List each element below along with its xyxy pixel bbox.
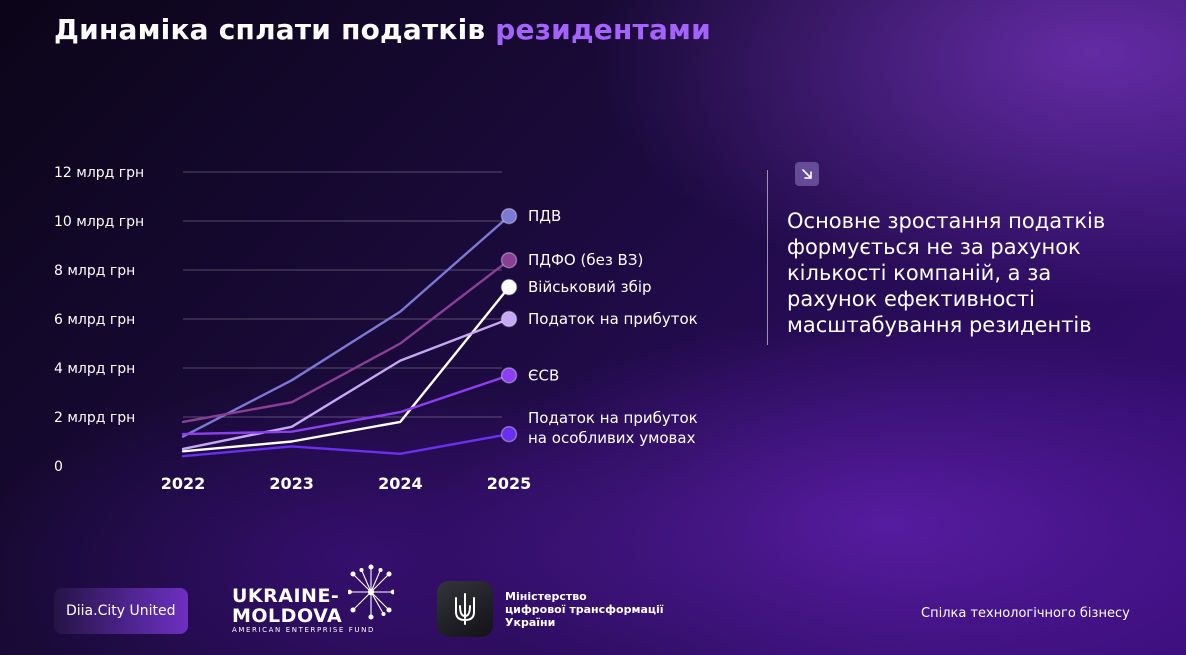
x-axis-ticks: 2022 2023 2024 2025	[161, 474, 532, 493]
page-title: Динаміка сплати податків резидентами	[54, 13, 711, 46]
series-lines	[181, 207, 518, 458]
y-tick-label: 10 млрд грн	[54, 214, 144, 230]
series-line	[181, 432, 511, 458]
series-end-marker	[500, 278, 518, 296]
y-tick-label: 12 млрд грн	[54, 165, 144, 181]
ministry-label: Міністерство цифрової трансформації Укра…	[505, 590, 664, 629]
dandelion-icon	[348, 564, 394, 620]
series-label: Податок на прибуток	[528, 409, 698, 427]
series-label: Податок на прибуток	[528, 310, 698, 328]
insight-divider	[767, 170, 768, 345]
series-line	[181, 259, 511, 424]
tech-business-union-label: Спілка технологічного бізнесу	[921, 606, 1130, 621]
series-line	[181, 317, 511, 451]
series-line	[181, 374, 511, 436]
series-label: на особливих умовах	[528, 429, 696, 447]
y-tick-label: 0	[54, 459, 63, 475]
title-main: Динаміка сплати податків	[54, 13, 486, 46]
y-tick-label: 8 млрд грн	[54, 263, 135, 279]
ukraine-moldova-subtitle: AMERICAN ENTERPRISE FUND	[232, 626, 375, 634]
insight-text: Основне зростання податків формується не…	[787, 209, 1106, 337]
arrow-down-right-icon	[795, 162, 819, 186]
series-label: ЄСВ	[528, 366, 559, 384]
y-tick-label: 2 млрд грн	[54, 410, 135, 426]
x-tick-label: 2022	[161, 474, 206, 493]
ukraine-moldova-title: UKRAINE- MOLDOVA	[232, 585, 343, 627]
series-line	[181, 214, 511, 438]
series-labels: ПДВ ПДФО (без ВЗ) Військовий збір Податок н…	[528, 207, 698, 447]
title-accent: резидентами	[495, 13, 711, 46]
tax-line-chart: 0 2 млрд грн 4 млрд грн 6 млрд грн 8 млрд гр…	[54, 165, 698, 493]
series-label: ПДВ	[528, 207, 561, 225]
diia-city-label: Diia.City United	[66, 603, 176, 619]
series-end-marker	[500, 251, 518, 269]
y-tick-label: 6 млрд грн	[54, 312, 135, 328]
series-end-marker	[500, 310, 518, 328]
trident-icon	[437, 581, 493, 637]
ukraine-moldova-logo: UKRAINE- MOLDOVA AMERICAN ENTERPRISE FUN…	[232, 564, 402, 636]
series-label: Військовий збір	[528, 278, 652, 296]
y-axis-ticks: 0 2 млрд грн 4 млрд грн 6 млрд грн 8 млрд гр…	[54, 165, 144, 475]
series-end-marker	[500, 367, 518, 384]
series-end-marker	[500, 207, 518, 225]
series-end-marker	[500, 425, 518, 443]
x-tick-label: 2023	[269, 474, 314, 493]
diia-city-logo: Diia.City United	[54, 588, 188, 634]
y-tick-label: 4 млрд грн	[54, 361, 135, 377]
chart-grid	[183, 171, 502, 418]
x-tick-label: 2025	[487, 474, 532, 493]
series-label: ПДФО (без ВЗ)	[528, 251, 643, 269]
series-line	[181, 285, 511, 453]
x-tick-label: 2024	[378, 474, 423, 493]
